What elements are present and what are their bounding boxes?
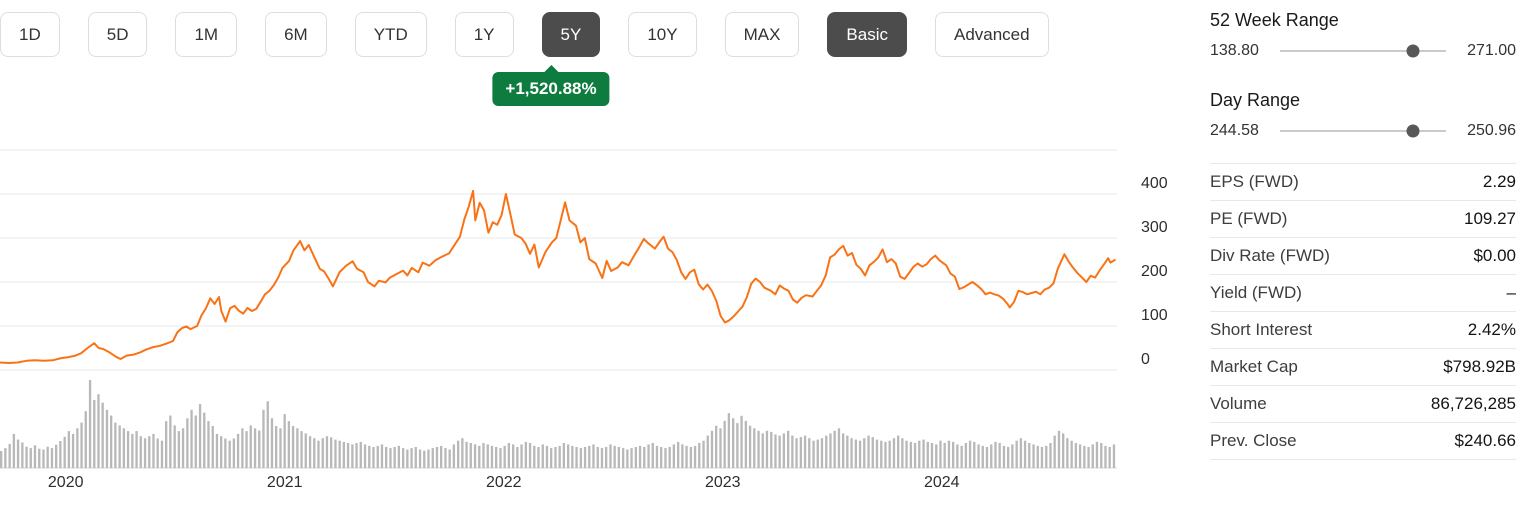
period-change-tooltip: +1,520.88% [492, 72, 610, 106]
stat-row-pe: PE (FWD) 109.27 [1210, 201, 1516, 238]
stat-label: Short Interest [1210, 320, 1313, 339]
stats-sidebar: 52 Week Range 138.80 271.00 Day Range 24… [1210, 10, 1516, 460]
stat-value: 109.27 [1464, 209, 1516, 228]
stat-value: $240.66 [1454, 431, 1516, 450]
week-range-row: 138.80 271.00 [1210, 42, 1516, 60]
y-axis-label: 200 [1141, 263, 1168, 280]
stat-label: Prev. Close [1210, 431, 1297, 450]
stat-label: Market Cap [1210, 357, 1298, 376]
stat-label: EPS (FWD) [1210, 172, 1299, 191]
day-range-indicator [1406, 124, 1420, 138]
stat-label: Yield (FWD) [1210, 283, 1302, 302]
period-change-value: +1,520.88% [505, 79, 597, 98]
range-button-5y[interactable]: 5Y [541, 12, 601, 57]
day-range-row: 244.58 250.96 [1210, 122, 1516, 140]
stat-label: Volume [1210, 394, 1267, 413]
range-button-max[interactable]: MAX [724, 12, 800, 57]
day-range-block: Day Range 244.58 250.96 [1210, 90, 1516, 140]
stat-row-div-rate: Div Rate (FWD) $0.00 [1210, 238, 1516, 275]
day-range-low: 244.58 [1210, 122, 1259, 139]
chart-canvas[interactable] [0, 0, 1200, 510]
mode-button-advanced[interactable]: Advanced [934, 12, 1049, 57]
price-chart[interactable]: 0 100 200 300 400 2020 2021 2022 2023 2024 [0, 0, 1200, 510]
stat-row-short-interest: Short Interest 2.42% [1210, 312, 1516, 349]
stat-row-market-cap: Market Cap $798.92B [1210, 349, 1516, 386]
stat-row-eps: EPS (FWD) 2.29 [1210, 164, 1516, 201]
x-axis-label: 2024 [923, 474, 960, 491]
stat-value: 86,726,285 [1430, 394, 1516, 413]
range-button-1m[interactable]: 1M [175, 12, 238, 57]
week-range-title: 52 Week Range [1210, 10, 1339, 30]
stat-value: $798.92B [1443, 357, 1516, 376]
range-button-5d[interactable]: 5D [87, 12, 148, 57]
stat-row-prev-close: Prev. Close $240.66 [1210, 423, 1516, 460]
range-button-6m[interactable]: 6M [265, 12, 327, 57]
day-range-high: 250.96 [1467, 122, 1516, 139]
x-axis-label: 2023 [704, 474, 741, 491]
stat-value: 2.42% [1467, 320, 1516, 339]
stat-value: 2.29 [1482, 172, 1516, 191]
range-button-1y[interactable]: 1Y [454, 12, 514, 57]
x-axis-label: 2022 [485, 474, 522, 491]
range-button-ytd[interactable]: YTD [354, 12, 427, 57]
day-range-title: Day Range [1210, 90, 1301, 110]
range-button-10y[interactable]: 10Y [628, 12, 697, 57]
mode-button-basic[interactable]: Basic [827, 12, 907, 57]
stat-row-volume: Volume 86,726,285 [1210, 386, 1516, 423]
week-range-block: 52 Week Range 138.80 271.00 [1210, 10, 1516, 60]
x-axis-label: 2021 [266, 474, 303, 491]
week-range-low: 138.80 [1210, 42, 1259, 59]
stat-value: – [1506, 283, 1516, 302]
stat-value: $0.00 [1473, 246, 1516, 265]
y-axis-label: 0 [1141, 351, 1150, 368]
x-axis-label: 2020 [47, 474, 84, 491]
stat-label: PE (FWD) [1210, 209, 1288, 228]
time-range-toolbar: 1D 5D 1M 6M YTD 1Y 5Y 10Y MAX Basic Adva… [0, 12, 1049, 57]
week-range-indicator [1406, 44, 1420, 58]
y-axis-label: 100 [1141, 307, 1168, 324]
week-range-slider [1280, 44, 1446, 58]
week-range-high: 271.00 [1467, 42, 1516, 59]
stat-row-yield: Yield (FWD) – [1210, 275, 1516, 312]
stats-table: EPS (FWD) 2.29 PE (FWD) 109.27 Div Rate … [1210, 163, 1516, 460]
day-range-slider [1280, 124, 1446, 138]
y-axis-label: 400 [1141, 175, 1168, 192]
stat-label: Div Rate (FWD) [1210, 246, 1330, 265]
range-button-1d[interactable]: 1D [0, 12, 60, 57]
y-axis-label: 300 [1141, 219, 1168, 236]
